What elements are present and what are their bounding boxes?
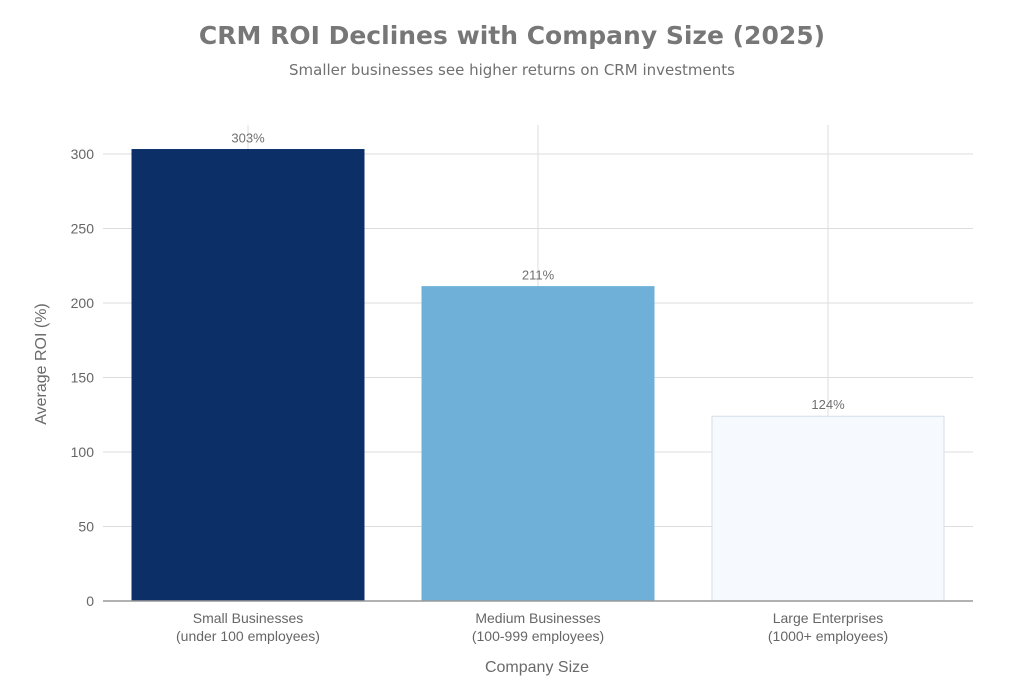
y-tick-label: 150 — [71, 370, 95, 386]
x-axis-title: Company Size — [485, 659, 589, 676]
bar — [421, 286, 655, 602]
y-axis-ticks: 0 50 100 150 200 250 300 — [71, 146, 95, 609]
y-tick-label: 50 — [78, 519, 94, 535]
bar — [131, 149, 365, 602]
x-tick-label: (1000+ employees) — [768, 628, 888, 644]
bar-value-label: 211% — [522, 268, 555, 283]
bar-value-label: 124% — [811, 397, 845, 412]
bar — [711, 415, 945, 602]
x-axis-ticks: Small Businesses (under 100 employees) Med… — [176, 610, 888, 644]
x-tick-label: Large Enterprises — [773, 610, 884, 626]
x-tick-label: Small Businesses — [193, 610, 304, 626]
y-tick-label: 100 — [71, 444, 95, 460]
x-tick-label: Medium Businesses — [475, 610, 600, 626]
y-tick-label: 300 — [71, 146, 95, 162]
y-tick-label: 250 — [71, 221, 95, 237]
y-tick-label: 200 — [71, 295, 95, 311]
bar-value-label: 303% — [231, 131, 265, 146]
chart-subtitle: Smaller businesses see higher returns on… — [289, 61, 735, 79]
x-tick-label: (100-999 employees) — [472, 628, 604, 644]
data-labels: 303% 211% 124% — [231, 131, 845, 413]
y-tick-label: 0 — [86, 593, 94, 609]
bars — [131, 149, 945, 602]
x-tick-label: (under 100 employees) — [176, 628, 320, 644]
chart-title: CRM ROI Declines with Company Size (2025… — [199, 21, 825, 50]
y-axis-title: Average ROI (%) — [33, 303, 50, 425]
